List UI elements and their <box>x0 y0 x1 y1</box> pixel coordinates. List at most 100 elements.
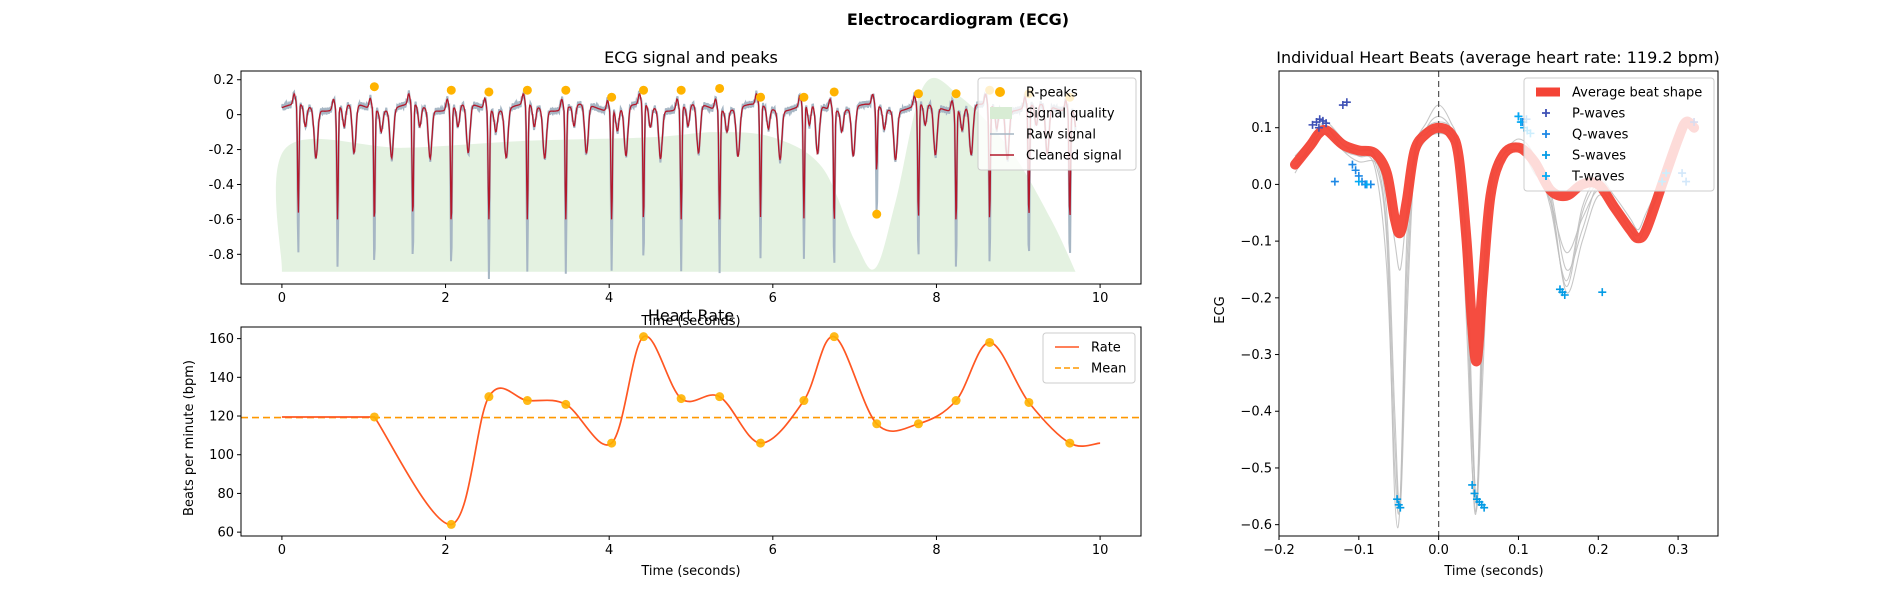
ecg-signal-legend-handle <box>995 87 1005 97</box>
heart-beats-legend-handle <box>1542 109 1550 117</box>
heart-beats-legend-label: P-waves <box>1572 107 1626 122</box>
heart-beats-ytick-label: −0.1 <box>1240 235 1272 250</box>
heart-beats-legend-label: Average beat shape <box>1572 86 1702 101</box>
signal-quality-area <box>275 77 1076 272</box>
heart-rate-xlabel: Time (seconds) <box>640 564 740 579</box>
heart-rate-xtick-label: 0 <box>278 543 286 558</box>
q-wave-marker <box>1348 160 1357 169</box>
ecg-signal-legend-box <box>977 77 1137 171</box>
heart-beats-legend-handle <box>1542 130 1550 138</box>
t-wave-marker <box>1514 112 1523 121</box>
s-wave-marker <box>1470 489 1479 498</box>
ecg-signal-panel: ECG signal and peaks 0 2 4 6 8 10 -0.8 -0.6 -0.4… <box>209 48 1142 329</box>
ecg-signal-ytick-label: -0.4 <box>209 178 234 193</box>
ecg-signal-ytick-label: -0.2 <box>209 143 234 158</box>
heart-rate-point <box>676 394 686 404</box>
ecg-signal-xtick-label: 10 <box>1092 291 1109 306</box>
heart-rate-point <box>829 332 839 342</box>
figure-title: Electrocardiogram (ECG) <box>847 10 1069 29</box>
heart-beats-xtick-label: 0.3 <box>1668 543 1689 558</box>
r-peak-point <box>676 85 686 95</box>
heart-beats-panel: Individual Heart Beats (average heart ra… <box>1213 48 1720 579</box>
heart-rate-point <box>913 419 923 429</box>
heart-beats-xtick-label: 0.1 <box>1508 543 1529 558</box>
r-peak-point <box>639 85 649 95</box>
ecg-signal-xlabel: Time (seconds) <box>640 314 740 329</box>
heart-beats-xlabel: Time (seconds) <box>1443 564 1543 579</box>
heart-rate-xtick-label: 2 <box>441 543 449 558</box>
heart-rate-point <box>446 519 456 529</box>
q-wave-marker <box>1351 166 1360 175</box>
r-peak-point <box>799 92 809 102</box>
ecg-signal-ytick-label: -0.6 <box>209 213 234 228</box>
r-peak-point <box>913 89 923 99</box>
r-peak-point <box>715 83 725 93</box>
p-wave-marker <box>1342 98 1351 107</box>
heart-rate-point <box>715 392 725 402</box>
t-wave-marker <box>1354 177 1363 186</box>
heart-rate-ytick-label: 60 <box>217 526 234 541</box>
heart-rate-point <box>369 412 379 422</box>
heart-rate-legend-label: Mean <box>1091 362 1126 377</box>
ecg-signal-legend-label: Cleaned signal <box>1026 149 1122 164</box>
ecg-signal-xtick-label: 2 <box>441 291 449 306</box>
s-wave-marker <box>1468 480 1477 489</box>
heart-rate-ytick-label: 100 <box>209 448 234 463</box>
ecg-signal-ytick-label: -0.8 <box>209 248 234 263</box>
heart-beats-ytick-label: −0.5 <box>1240 461 1272 476</box>
s-wave-marker <box>1480 503 1489 512</box>
heart-rate-point <box>756 438 766 448</box>
ecg-signal-axes-frame <box>240 70 1142 285</box>
heart-rate-point <box>1065 438 1075 448</box>
t-wave-marker <box>1362 180 1371 189</box>
heart-beats-ytick-label: −0.2 <box>1240 291 1272 306</box>
heart-beats-legend-handle <box>1542 151 1550 159</box>
s-wave-marker <box>1598 288 1607 297</box>
p-wave-marker <box>1322 119 1331 128</box>
heart-rate-point <box>561 399 571 409</box>
s-wave-marker <box>1396 503 1405 512</box>
heart-beats-legend-handle <box>1542 172 1550 180</box>
heart-rate-xtick-label: 4 <box>605 543 613 558</box>
r-peak-point <box>484 87 494 97</box>
heart-beats-ytick-label: −0.3 <box>1240 348 1272 363</box>
ecg-signal-xtick-label: 0 <box>278 291 286 306</box>
r-peak-point <box>829 87 839 97</box>
heart-rate-point <box>639 332 649 342</box>
heart-beats-ytick-label: −0.6 <box>1240 518 1272 533</box>
heart-rate-ytick-label: 160 <box>209 332 234 347</box>
heart-rate-line <box>281 335 1101 526</box>
ecg-signal-legend-label: Raw signal <box>1026 128 1096 143</box>
heart-rate-plot-area: 0 2 4 6 8 10 60 80 100 120 140 160 Rate Mean <box>209 326 1142 558</box>
s-wave-marker <box>1560 290 1569 299</box>
heart-beats-legend-label: T-waves <box>1571 170 1625 185</box>
heart-beats-xtick-label: −0.1 <box>1343 543 1375 558</box>
heart-beats-axes-frame <box>1278 70 1719 537</box>
q-wave-marker <box>1330 177 1339 186</box>
heart-rate-point <box>985 337 995 347</box>
ecg-signal-plot-area: 0 2 4 6 8 10 -0.8 -0.6 -0.4 -0.2 0 0.2 R-peaks Signal… <box>209 70 1142 306</box>
heart-beats-ytick-label: 0.0 <box>1251 178 1272 193</box>
heart-rate-point <box>522 396 532 406</box>
r-peak-point <box>607 92 617 102</box>
heart-rate-legend-label: Rate <box>1091 341 1121 356</box>
heart-rate-title: Heart Rate <box>648 306 734 325</box>
heart-rate-point <box>799 396 809 406</box>
s-wave-marker <box>1393 495 1402 504</box>
ecg-signal-title: ECG signal and peaks <box>604 48 778 67</box>
heart-rate-axes-frame <box>240 326 1142 537</box>
ecg-signal-legend-label: R-peaks <box>1026 86 1078 101</box>
heart-beats-plot-area: −0.2 −0.1 0.0 0.1 0.2 0.3 −0.6 −0.5 −0.4 −0.3 −0.2… <box>1240 70 1719 558</box>
r-peak-point <box>369 82 379 92</box>
heart-rate-point <box>484 392 494 402</box>
heart-beats-xtick-label: 0.0 <box>1428 543 1449 558</box>
heart-rate-ytick-label: 80 <box>217 487 234 502</box>
heart-beats-ylabel: ECG <box>1213 296 1228 323</box>
heart-rate-xtick-label: 6 <box>769 543 777 558</box>
heart-rate-legend-box <box>1042 332 1136 384</box>
r-peak-point <box>561 85 571 95</box>
heart-rate-panel: Heart Rate 0 2 4 6 8 10 60 80 100 120 140 160 Rate Me… <box>182 306 1142 579</box>
heart-beats-legend-box <box>1523 77 1715 192</box>
ecg-signal-xtick-label: 4 <box>605 291 613 306</box>
